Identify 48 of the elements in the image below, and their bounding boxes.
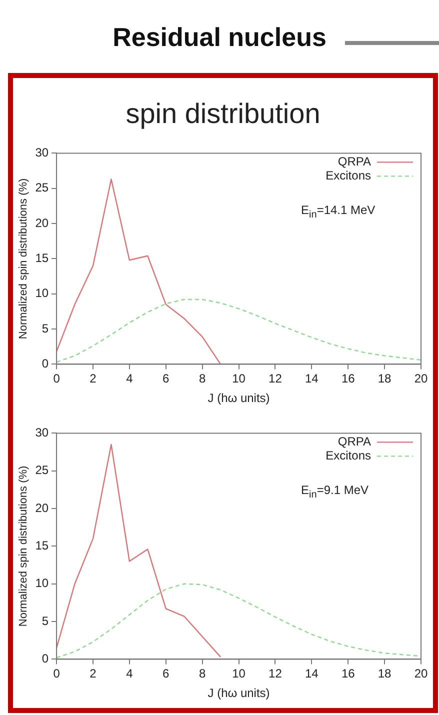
- x-tick-label: 12: [268, 666, 282, 681]
- x-tick-label: 10: [232, 372, 246, 386]
- legend-label: QRPA: [338, 434, 371, 449]
- x-tick-label: 8: [198, 372, 206, 386]
- x-tick-label: 16: [341, 666, 356, 681]
- y-tick-label: 5: [42, 614, 49, 628]
- y-tick-label: 0: [42, 356, 49, 371]
- x-tick-label: 2: [90, 372, 97, 386]
- y-axis-title: Normalized spin distributions (%): [18, 466, 30, 627]
- legend-label: Excitons: [326, 168, 371, 183]
- x-axis-title: J (hω units): [208, 391, 270, 406]
- x-tick-label: 16: [341, 372, 356, 386]
- x-tick-label: 20: [414, 666, 428, 681]
- x-tick-label: 14: [304, 372, 319, 386]
- x-tick-label: 4: [126, 666, 134, 681]
- x-tick-label: 6: [162, 372, 170, 386]
- x-tick-label: 18: [378, 372, 392, 386]
- annotation: E$_{in}$=9.1 MeV: [301, 483, 369, 501]
- y-tick-label: 15: [35, 538, 49, 553]
- y-tick-label: 25: [35, 180, 49, 195]
- x-axis-title: J (hω units): [208, 686, 270, 700]
- chart-title: Residual nucleus: [112, 22, 328, 53]
- y-tick-label: 10: [35, 576, 49, 590]
- y-tick-label: 10: [35, 286, 49, 300]
- x-tick-label: 18: [378, 666, 392, 681]
- x-tick-label: 0: [53, 372, 60, 386]
- x-tick-label: 8: [198, 666, 206, 681]
- x-tick-label: 6: [162, 666, 170, 681]
- y-tick-label: 25: [35, 463, 49, 478]
- x-tick-label: 4: [126, 372, 134, 386]
- x-tick-label: 10: [232, 666, 246, 681]
- y-tick-label: 15: [35, 251, 49, 266]
- y-tick-label: 5: [42, 321, 49, 336]
- y-tick-label: 30: [35, 426, 49, 440]
- y-tick-label: 30: [35, 146, 49, 160]
- y-axis-title: Normalized spin distributions (%): [18, 178, 30, 340]
- x-tick-label: 0: [53, 666, 60, 681]
- y-tick-label: 0: [42, 652, 49, 666]
- x-tick-label: 12: [268, 372, 282, 386]
- y-tick-label: 20: [35, 216, 49, 230]
- chart-subtitle: spin distribution: [124, 98, 322, 130]
- x-tick-label: 14: [304, 666, 319, 681]
- legend-label: Excitons: [326, 448, 371, 463]
- annotation: E$_{in}$=14.1 MeV: [301, 203, 376, 221]
- legend-label: QRPA: [338, 154, 371, 169]
- y-tick-label: 20: [35, 500, 49, 515]
- x-tick-label: 2: [90, 666, 97, 681]
- x-tick-label: 20: [414, 372, 428, 386]
